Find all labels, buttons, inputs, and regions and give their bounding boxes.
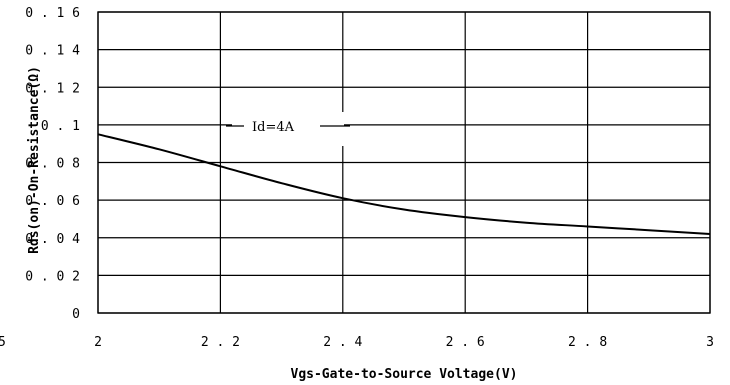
y-tick-label-7: 0 . 1 4 [25,44,80,59]
series-line-rds [97,133,711,235]
y-tick-label-4: 0 . 0 8 [25,157,80,172]
x-tick-label-5: 3 [706,335,714,350]
y-tick-label-6: 0 . 1 2 [25,81,80,96]
y-tick-label-2: 0 . 0 4 [25,232,80,247]
x-tick-clipped-left: 5 [0,335,6,350]
y-tick-label-3: 0 . 0 6 [25,194,80,209]
x-axis-title: Vgs-Gate-to-Source Voltage(V) [291,367,518,382]
y-axis-title: Rds(on)-On-Resistance(Ω) [27,66,42,254]
x-tick-label-4: 2 . 8 [568,335,607,350]
plot-frame [97,11,711,314]
y-tick-label-0: 0 [72,307,80,322]
x-tick-label-2: 2 . 4 [323,335,362,350]
y-tick-label-1: 0 . 0 2 [25,269,80,284]
y-tick-label-8: 0 . 1 6 [25,6,80,21]
annotation-background [232,112,344,146]
x-tick-labels: 2 2 . 2 2 . 4 2 . 6 2 . 8 3 [94,335,714,350]
x-tick-label-0: 2 [94,335,102,350]
y-tick-labels: 0 0 . 0 2 0 . 0 4 0 . 0 6 0 . 0 8 0 . 1 0 . 1 … [25,6,80,322]
annotation-id-4a: Id=4A [252,120,295,135]
grid-lines [97,11,711,314]
x-tick-label-3: 2 . 6 [446,335,485,350]
y-tick-label-5: 0 . 1 [41,119,80,134]
x-tick-label-1: 2 . 2 [201,335,240,350]
